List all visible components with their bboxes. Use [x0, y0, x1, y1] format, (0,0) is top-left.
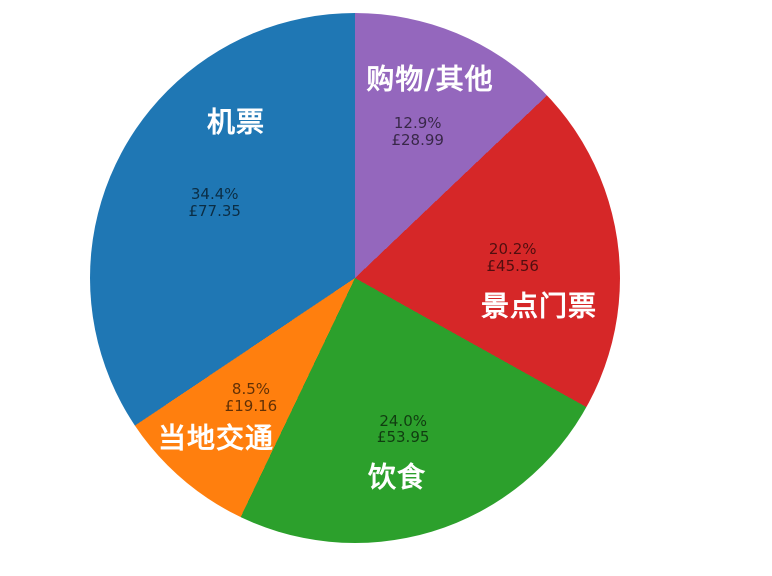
slice-label-local-transport: 当地交通	[157, 421, 275, 455]
slice-pct-attractions: 20.2% £45.56	[486, 241, 539, 275]
pct-value: 8.5%	[231, 380, 271, 399]
amount-value: £53.95	[376, 428, 430, 447]
pct-value: 34.4%	[190, 185, 239, 204]
slice-label-flight: 机票	[206, 105, 266, 139]
slice-label-shopping-other: 购物/其他	[366, 62, 494, 96]
slice-label-attractions: 景点门票	[480, 289, 598, 323]
pct-value: 24.0%	[379, 411, 427, 430]
slice-pct-shopping-other: 12.9% £28.99	[391, 115, 444, 149]
pie-circle	[90, 13, 620, 543]
slice-pct-local-transport: 8.5% £19.16	[225, 381, 278, 415]
amount-value: £19.16	[224, 397, 278, 416]
amount-value: £45.56	[486, 257, 539, 276]
slice-pct-food: 24.0% £53.95	[376, 411, 430, 447]
pct-value: 20.2%	[488, 240, 537, 259]
pct-value: 12.9%	[393, 114, 442, 133]
slice-pct-flight: 34.4% £77.35	[188, 186, 241, 220]
amount-value: £28.99	[391, 130, 444, 149]
amount-value: £77.35	[188, 202, 241, 221]
slice-label-food: 饮食	[367, 460, 427, 494]
